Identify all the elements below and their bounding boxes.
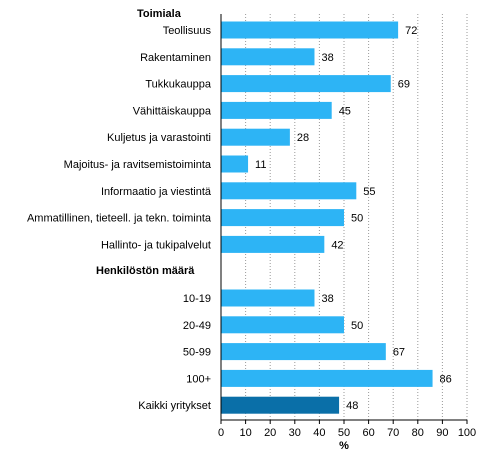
category-label: Ammatillinen, tieteell. ja tekn. toimint… bbox=[27, 213, 212, 225]
data-label: 69 bbox=[398, 79, 410, 91]
bar bbox=[221, 101, 332, 119]
data-label: 50 bbox=[351, 320, 363, 332]
bar bbox=[221, 155, 249, 173]
x-tick-label: 0 bbox=[218, 427, 224, 439]
x-tick-label: 30 bbox=[289, 427, 301, 439]
category-label: Informaatio ja viestintä bbox=[101, 186, 212, 198]
data-label: 48 bbox=[346, 400, 358, 412]
category-labels: Toimiala Teollisuus 72 Rakentaminen 38 Tukkuk… bbox=[27, 8, 452, 412]
category-label: Teollisuus bbox=[163, 25, 212, 37]
x-tick-label: 90 bbox=[436, 427, 448, 439]
category-label: Kuljetus ja varastointi bbox=[107, 132, 211, 144]
category-label: 10-19 bbox=[183, 293, 211, 305]
data-label: 55 bbox=[363, 186, 375, 198]
category-label: 20-49 bbox=[183, 320, 211, 332]
x-tick-label: 40 bbox=[313, 427, 325, 439]
bars bbox=[221, 21, 433, 414]
data-label: 50 bbox=[351, 213, 363, 225]
bar bbox=[221, 235, 325, 253]
x-tick-label: 20 bbox=[264, 427, 276, 439]
data-label: 11 bbox=[255, 159, 266, 171]
category-label: Tukkukauppa bbox=[145, 79, 212, 91]
x-axis: 0 10 20 30 40 50 60 70 80 90 100 bbox=[218, 14, 476, 439]
bar bbox=[221, 396, 340, 414]
category-label: Majoitus- ja ravitsemistoiminta bbox=[64, 159, 212, 171]
bar bbox=[221, 343, 386, 361]
bar bbox=[221, 75, 391, 93]
data-label: 67 bbox=[393, 347, 405, 359]
category-label: 100+ bbox=[186, 373, 211, 385]
x-tick-label: 60 bbox=[362, 427, 374, 439]
bar bbox=[221, 21, 399, 39]
x-tick-label: 80 bbox=[412, 427, 424, 439]
category-label: Kaikki yritykset bbox=[138, 400, 211, 412]
bar bbox=[221, 289, 315, 307]
bar bbox=[221, 48, 315, 66]
category-label: Vähittäiskauppa bbox=[133, 105, 212, 117]
bar bbox=[221, 316, 344, 334]
bar bbox=[221, 128, 290, 146]
data-label: 38 bbox=[321, 52, 333, 64]
group-header: Toimiala bbox=[137, 8, 182, 20]
category-label: Rakentaminen bbox=[140, 52, 211, 64]
x-tick-label: 10 bbox=[239, 427, 251, 439]
data-label: 45 bbox=[339, 105, 351, 117]
group-header: Henkilöstön määrä bbox=[96, 265, 195, 277]
x-axis-label: % bbox=[339, 440, 349, 452]
bar bbox=[221, 182, 357, 200]
data-label: 28 bbox=[297, 132, 309, 144]
x-tick-label: 50 bbox=[338, 427, 350, 439]
data-label: 38 bbox=[321, 293, 333, 305]
data-label: 86 bbox=[440, 373, 452, 385]
bar bbox=[221, 369, 433, 387]
x-tick-label: 70 bbox=[387, 427, 399, 439]
bar bbox=[221, 209, 344, 227]
x-tick-label: 100 bbox=[458, 427, 476, 439]
category-label: 50-99 bbox=[183, 347, 211, 359]
data-label: 72 bbox=[405, 25, 417, 37]
category-label: Hallinto- ja tukipalvelut bbox=[101, 239, 211, 251]
data-label: 42 bbox=[331, 239, 343, 251]
